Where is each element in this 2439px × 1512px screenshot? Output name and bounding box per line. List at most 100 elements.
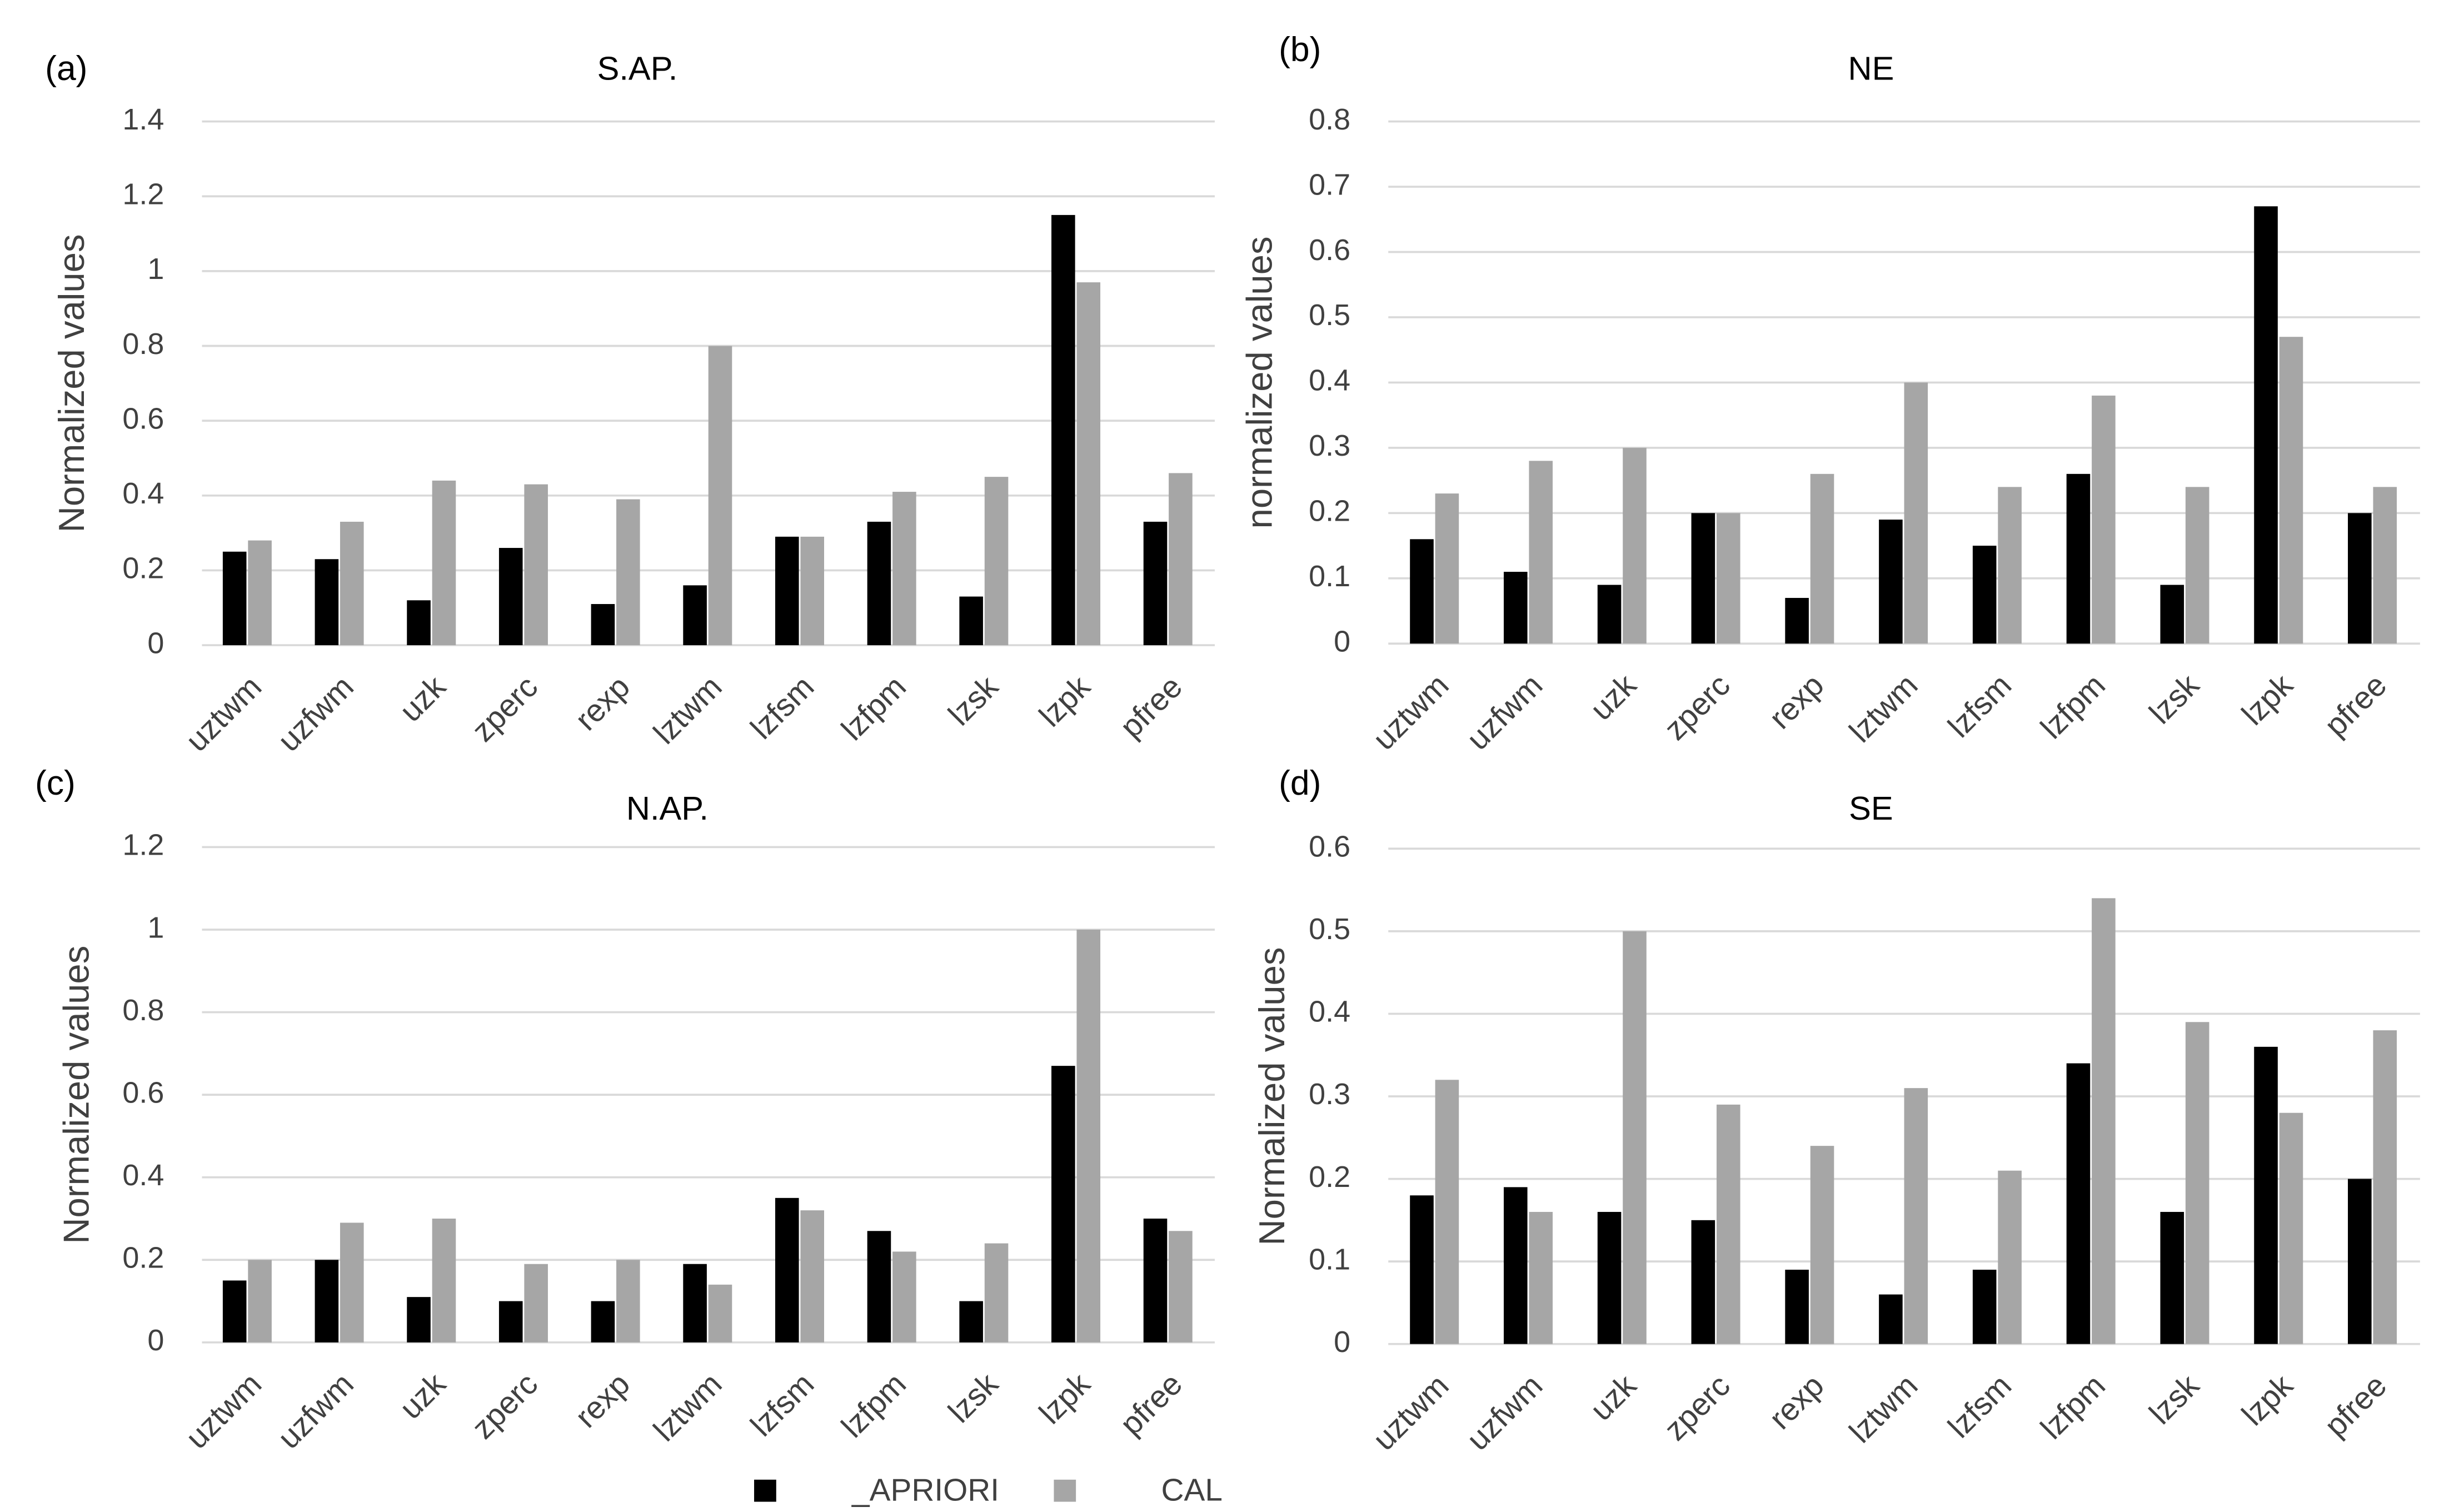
bar xyxy=(1972,1269,1997,1344)
bar xyxy=(2160,585,2184,644)
bar xyxy=(1785,598,1809,644)
legend-swatch xyxy=(1054,1479,1076,1502)
bar xyxy=(407,600,431,646)
bar xyxy=(1051,214,1075,646)
chart: (a) S.AP. Normalized values 0 0.2 0.4 0.6 0.8 1 1… xyxy=(45,49,1215,759)
bar xyxy=(2348,513,2372,644)
y-tick-label: 0.1 xyxy=(1309,1242,1350,1276)
bar xyxy=(1879,520,1903,644)
bar xyxy=(775,1197,799,1343)
y-tick-label: 0.5 xyxy=(1309,912,1350,946)
bar xyxy=(1972,546,1997,644)
y-tick-label: 0.8 xyxy=(1309,103,1350,136)
bar xyxy=(2373,1030,2397,1344)
bar xyxy=(1504,572,1528,644)
bar xyxy=(407,1297,431,1343)
y-tick-label: 0.4 xyxy=(122,477,164,510)
y-tick-label: 0.8 xyxy=(122,327,164,361)
x-tick-label: rexp xyxy=(1763,1368,1831,1436)
panel-label: (d) xyxy=(1279,764,1321,802)
bar xyxy=(1716,513,1740,644)
y-tick-label: 0.6 xyxy=(1309,830,1350,864)
bar xyxy=(2092,395,2116,644)
bar xyxy=(1410,1195,1434,1344)
bar xyxy=(2066,1063,2091,1344)
x-tick-label: lzsk xyxy=(942,669,1005,732)
chart-title: S.AP. xyxy=(597,49,678,87)
x-tick-label: lzfpm xyxy=(2034,668,2112,746)
x-tick-label: lzfsm xyxy=(744,1366,821,1443)
chart: (b) NE normalized values 0 0.1 0.2 0.3 0.4 0.5 0.… xyxy=(1239,30,2420,757)
bar xyxy=(867,1231,891,1343)
x-tick-label: uzfwm xyxy=(1460,668,1550,757)
legend-label: CAL xyxy=(1161,1473,1222,1508)
bar xyxy=(1529,461,1553,644)
bar xyxy=(2066,473,2091,644)
bar xyxy=(1143,521,1168,646)
y-tick-label: 0.6 xyxy=(122,402,164,435)
bar xyxy=(775,536,799,646)
bar xyxy=(1051,1066,1075,1343)
bar xyxy=(1076,930,1101,1343)
bar xyxy=(222,551,247,646)
bar xyxy=(1623,931,1647,1344)
y-tick-label: 1.4 xyxy=(122,103,164,136)
panel-label: (b) xyxy=(1279,30,1321,69)
y-tick-label: 0.3 xyxy=(1309,429,1350,462)
y-tick-label: 1 xyxy=(147,911,164,944)
x-tick-label: lztwm xyxy=(647,1366,729,1448)
x-tick-label: uzk xyxy=(393,1366,452,1426)
bar xyxy=(683,1264,707,1343)
x-tick-label: lzfpm xyxy=(2034,1368,2112,1446)
y-tick-label: 0.1 xyxy=(1309,560,1350,593)
bar xyxy=(1076,282,1101,646)
x-tick-label: lztwm xyxy=(1843,668,1924,750)
x-tick-label: rexp xyxy=(1763,668,1831,736)
y-tick-label: 0.2 xyxy=(122,1241,164,1275)
x-tick-label: pfree xyxy=(1114,669,1189,745)
bar xyxy=(1691,1220,1715,1344)
bar xyxy=(1435,493,1459,644)
bar xyxy=(959,1301,983,1343)
bar xyxy=(315,559,339,646)
legend-swatch xyxy=(754,1479,776,1502)
bar xyxy=(2092,898,2116,1344)
y-tick-label: 0.6 xyxy=(1309,233,1350,267)
bar xyxy=(1623,447,1647,644)
bar xyxy=(708,346,732,646)
x-tick-label: uzfwm xyxy=(271,1366,361,1456)
bar xyxy=(2348,1179,2372,1344)
x-tick-label: lzfsm xyxy=(1942,1368,2018,1445)
y-tick-label: 0.4 xyxy=(1309,364,1350,397)
x-tick-label: lztwm xyxy=(1843,1368,1924,1450)
bar xyxy=(1169,1231,1193,1343)
x-tick-label: uztwm xyxy=(179,669,269,759)
bar xyxy=(248,540,272,646)
bar xyxy=(1597,1211,1622,1344)
y-tick-label: 1.2 xyxy=(122,829,164,862)
bar xyxy=(248,1260,272,1343)
chart: (d) SE Normalized values 0 0.1 0.2 0.3 0.4 0.5 0.… xyxy=(1251,764,2420,1458)
bar xyxy=(591,1301,615,1343)
x-tick-label: uztwm xyxy=(1366,1368,1456,1458)
bar xyxy=(1879,1294,1903,1344)
bar xyxy=(524,1264,548,1343)
y-axis-label: Normalized values xyxy=(1251,947,1292,1245)
chart-title: NE xyxy=(1848,49,1894,87)
x-tick-label: lzfpm xyxy=(835,669,912,747)
bar xyxy=(1597,585,1622,644)
bar xyxy=(1904,1088,1928,1344)
x-tick-label: pfree xyxy=(2318,1368,2393,1444)
x-tick-label: lzfsm xyxy=(744,669,821,746)
x-tick-label: lzpk xyxy=(2236,667,2300,732)
x-tick-label: lzfpm xyxy=(835,1366,912,1444)
bar xyxy=(2373,487,2397,644)
chart: (c) N.AP. Normalized values 0 0.2 0.4 0.6 0.8 1 1… xyxy=(35,764,1215,1456)
bar xyxy=(591,604,615,646)
chart-title: SE xyxy=(1849,790,1893,827)
bar xyxy=(984,477,1009,646)
panel-label: (c) xyxy=(35,764,76,802)
bar xyxy=(2254,206,2278,644)
x-tick-label: rexp xyxy=(568,1366,637,1435)
